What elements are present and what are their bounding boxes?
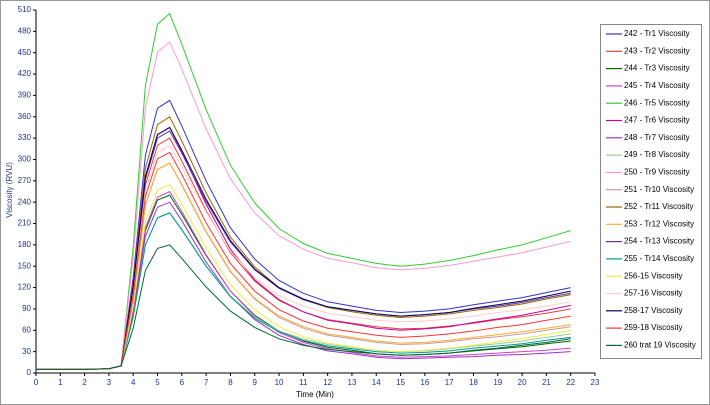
legend-label: 252 - Tr11 Viscosity [624,202,694,211]
y-tick-label: 300 [18,155,32,164]
legend-label: 258-17 Viscosity [624,306,683,315]
x-tick-label: 17 [445,378,454,387]
y-tick-label: 0 [27,368,32,377]
x-tick-label: 2 [82,378,87,387]
y-tick-label: 270 [18,176,32,185]
x-tick-label: 13 [348,378,357,387]
legend-label: 243 - Tr2 Viscosity [624,46,690,55]
x-axis-label: Time (Min) [296,390,334,399]
legend-label: 242 - Tr1 Viscosity [624,29,690,38]
legend-label: 245 - Tr4 Viscosity [624,81,690,90]
x-tick-label: 21 [542,378,551,387]
series-line [36,151,571,370]
x-tick-label: 14 [372,378,381,387]
x-tick-label: 12 [323,378,332,387]
x-tick-label: 20 [518,378,527,387]
x-tick-label: 4 [131,378,136,387]
y-tick-label: 330 [18,133,32,142]
x-tick-label: 3 [107,378,112,387]
legend-label: 247 - Tr6 Viscosity [624,116,690,125]
x-tick-label: 8 [228,378,233,387]
y-tick-label: 240 [18,197,32,206]
series-line [36,244,571,370]
x-tick-label: 1 [58,378,63,387]
legend-label: 244 - Tr3 Viscosity [624,64,690,73]
x-tick-label: 11 [299,378,308,387]
legend-box [600,24,702,359]
legend-label: 257-16 Viscosity [624,289,683,298]
x-tick-label: 9 [253,378,258,387]
y-tick-label: 60 [22,325,31,334]
y-axis-label: Viscosity (RVU) [5,162,14,218]
legend: 242 - Tr1 Viscosity 243 - Tr2 Viscosity 24… [606,29,696,350]
x-tick-label: 5 [155,378,160,387]
y-tick-label: 120 [18,283,32,292]
legend-label: 246 - Tr5 Viscosity [624,98,690,107]
y-tick-label: 420 [18,69,32,78]
x-tick-label: 7 [204,378,209,387]
y-tick-label: 180 [18,240,32,249]
y-tick-label: 480 [18,26,32,35]
x-tick-label: 10 [275,378,284,387]
x-tick-label: 22 [566,378,575,387]
y-tick-label: 150 [18,261,32,270]
legend-label: 249 - Tr8 Viscosity [624,150,690,159]
legend-label: 254 - Tr13 Viscosity [624,237,694,246]
legend-label: 256-15 Viscosity [624,271,683,280]
legend-label: 260 trat 19 Viscosity [624,341,696,350]
y-tick-label: 30 [22,347,31,356]
y-tick-label: 360 [18,112,32,121]
series-line [36,41,571,370]
x-tick-label: 23 [591,378,600,387]
y-tick-label: 90 [22,304,31,313]
legend-label: 259-18 Viscosity [624,323,683,332]
x-tick-label: 0 [34,378,39,387]
x-tick-label: 6 [180,378,185,387]
legend-label: 248 - Tr7 Viscosity [624,133,690,142]
legend-label: 251 - Tr10 Viscosity [624,185,694,194]
x-tick-label: 18 [469,378,478,387]
y-tick-label: 390 [18,91,32,100]
y-tick-label: 510 [18,5,32,14]
y-tick-label: 210 [18,219,32,228]
x-tick-label: 19 [493,378,502,387]
y-tick-label: 450 [18,48,32,57]
x-tick-label: 15 [396,378,405,387]
x-tick-label: 16 [420,378,429,387]
legend-label: 255 - Tr14 Viscosity [624,254,694,263]
legend-label: 250 - Tr9 Viscosity [624,168,690,177]
legend-label: 253 - Tr12 Viscosity [624,219,694,228]
